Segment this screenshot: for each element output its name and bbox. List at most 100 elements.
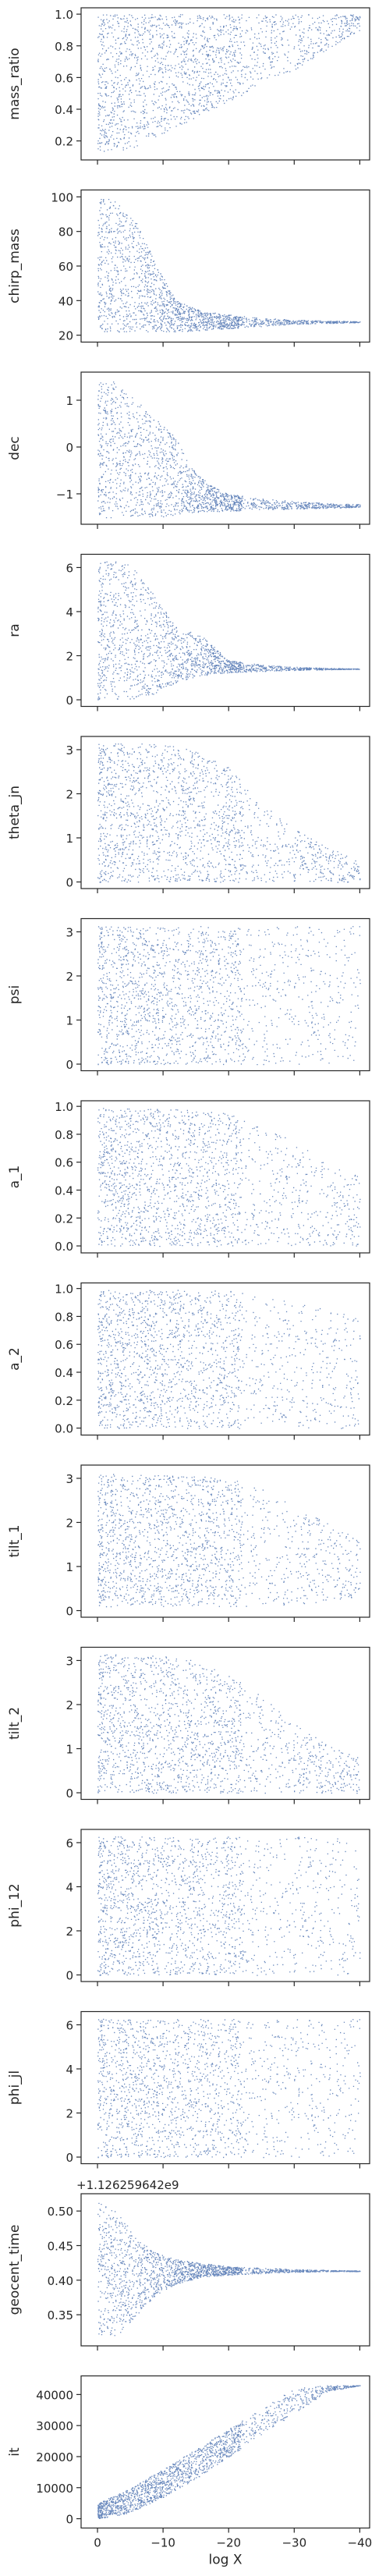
scatter-series <box>97 1836 361 1976</box>
y-tick-label: 1.0 <box>55 1283 73 1297</box>
y-tick-label: 20 <box>58 329 73 343</box>
x-tick-label: 0 <box>94 2536 101 2550</box>
panel-psi: 0 1 2 3 psi <box>7 917 370 1076</box>
y-tick-label: 2 <box>66 1925 73 1939</box>
x-tick-label: −20 <box>216 2536 241 2550</box>
scatter-series <box>97 2385 361 2519</box>
y-axis-label: geocent_time <box>7 2225 23 2315</box>
axes-frame <box>80 1646 370 1801</box>
scatter-series <box>97 743 361 883</box>
panel-geocent-time: 0.35 0.40 0.45 0.50 geocent_time +1.126259642… <box>7 2178 370 2351</box>
y-tick-label: 1.0 <box>55 1100 73 1114</box>
y-axis-label: chirp_mass <box>7 229 23 303</box>
y-tick-label: 2 <box>66 1698 73 1712</box>
panel-tilt-2: 0 1 2 3 tilt_2 <box>7 1646 370 1804</box>
y-tick-label: 1 <box>66 832 73 846</box>
y-tick-label: 30000 <box>36 2419 73 2433</box>
y-tick-label: 6 <box>66 2018 73 2032</box>
scatter-points <box>97 199 361 333</box>
y-tick-label: 0 <box>66 694 73 708</box>
y-tick-label: 0.0 <box>55 1240 73 1254</box>
scatter-series <box>97 2018 361 2159</box>
y-tick-label: 2 <box>66 650 73 664</box>
scatter-series <box>97 561 360 701</box>
panel-phi-12: 0 2 4 6 phi_12 <box>7 1829 370 1986</box>
y-tick-label: 40 <box>58 294 73 308</box>
y-axis-label: psi <box>7 985 23 1004</box>
y-tick-label: 0 <box>66 1969 73 1983</box>
x-axis-label: log X <box>209 2553 243 2568</box>
y-tick-label: 1 <box>66 1743 73 1757</box>
y-tick-label: 0.8 <box>55 40 73 54</box>
y-axis-label: a_1 <box>7 1166 23 1189</box>
panel-theta-jn: 0 1 2 3 theta_jn <box>7 736 370 893</box>
y-tick-label: 1.0 <box>55 8 73 22</box>
scatter-points <box>97 561 360 701</box>
axes-frame <box>80 917 370 1072</box>
scatter-points <box>97 1654 360 1794</box>
axes-frame <box>80 1464 370 1618</box>
y-tick-label: 0 <box>66 1058 73 1072</box>
y-tick-label: 3 <box>66 1472 73 1486</box>
y-tick-label: 4 <box>66 605 73 619</box>
axes-frame <box>80 371 370 525</box>
scatter-points <box>97 1108 361 1247</box>
y-tick-label: 0.2 <box>55 1212 73 1226</box>
axes-frame <box>80 2193 370 2347</box>
y-tick-label: −1 <box>56 488 73 502</box>
y-tick-label: 0 <box>66 441 73 455</box>
y-tick-label: 1 <box>66 394 73 408</box>
y-tick-label: 0.0 <box>55 1422 73 1436</box>
scatter-series <box>97 381 361 519</box>
y-tick-label: 0.40 <box>48 2274 73 2288</box>
scatter-points <box>97 743 361 883</box>
y-axis-label: mass_ratio <box>7 48 23 119</box>
scatter-series <box>97 199 361 333</box>
x-tick-label: −10 <box>151 2536 175 2550</box>
y-tick-label: 0.8 <box>55 1310 73 1324</box>
panel-a-1: 0.0 0.2 0.4 0.6 0.8 1.0 a_1 <box>7 1100 370 1258</box>
y-tick-label: 0 <box>66 876 73 890</box>
y-tick-label: 2 <box>66 2107 73 2121</box>
y-tick-label: 0 <box>66 2151 73 2165</box>
axes-frame <box>80 736 370 889</box>
axes-frame <box>80 2010 370 2165</box>
scatter-series <box>97 2202 361 2336</box>
y-tick-label: 2 <box>66 970 73 984</box>
x-tick-label: −30 <box>282 2536 306 2550</box>
scatter-points <box>97 381 361 519</box>
axes-frame <box>80 2375 370 2529</box>
scatter-points <box>97 2202 361 2336</box>
y-tick-label: 0.8 <box>55 1128 73 1142</box>
y-axis-label: dec <box>7 436 23 460</box>
panel-chirp-mass: 20 40 60 80 100 chirp_mass <box>7 189 370 347</box>
y-tick-label: 4 <box>66 2063 73 2077</box>
axes-frame <box>80 1100 370 1254</box>
scatter-series <box>97 14 361 152</box>
y-axis-label: it <box>7 2447 23 2457</box>
panel-dec: −1 0 1 dec <box>7 371 370 529</box>
y-tick-label: 2 <box>66 1516 73 1530</box>
scatter-points <box>97 926 361 1066</box>
scatter-points <box>97 1474 361 1608</box>
y-tick-label: 0.4 <box>55 103 73 117</box>
y-tick-label: 0.6 <box>55 1156 73 1170</box>
axes-frame <box>80 1282 370 1436</box>
y-tick-label: 0.45 <box>48 2239 73 2253</box>
panel-tilt-1: 0 1 2 3 tilt_1 <box>7 1464 370 1622</box>
y-tick-label: 20000 <box>36 2450 73 2464</box>
scatter-points <box>97 2385 361 2519</box>
y-tick-label: 0.4 <box>55 1183 73 1198</box>
y-tick-label: 0 <box>66 1787 73 1801</box>
y-tick-label: 3 <box>66 1654 73 1668</box>
y-tick-label: 0.2 <box>55 1394 73 1408</box>
y-tick-label: 0.6 <box>55 71 73 85</box>
axes-frame <box>80 553 370 708</box>
y-axis-label: ra <box>7 623 23 637</box>
scatter-points <box>97 14 361 152</box>
y-axis-label: phi_12 <box>7 1883 23 1927</box>
y-tick-label: 80 <box>58 225 73 240</box>
scatter-points <box>97 1836 361 1976</box>
y-axis-label: tilt_1 <box>7 1524 23 1557</box>
axes-frame <box>80 7 370 161</box>
